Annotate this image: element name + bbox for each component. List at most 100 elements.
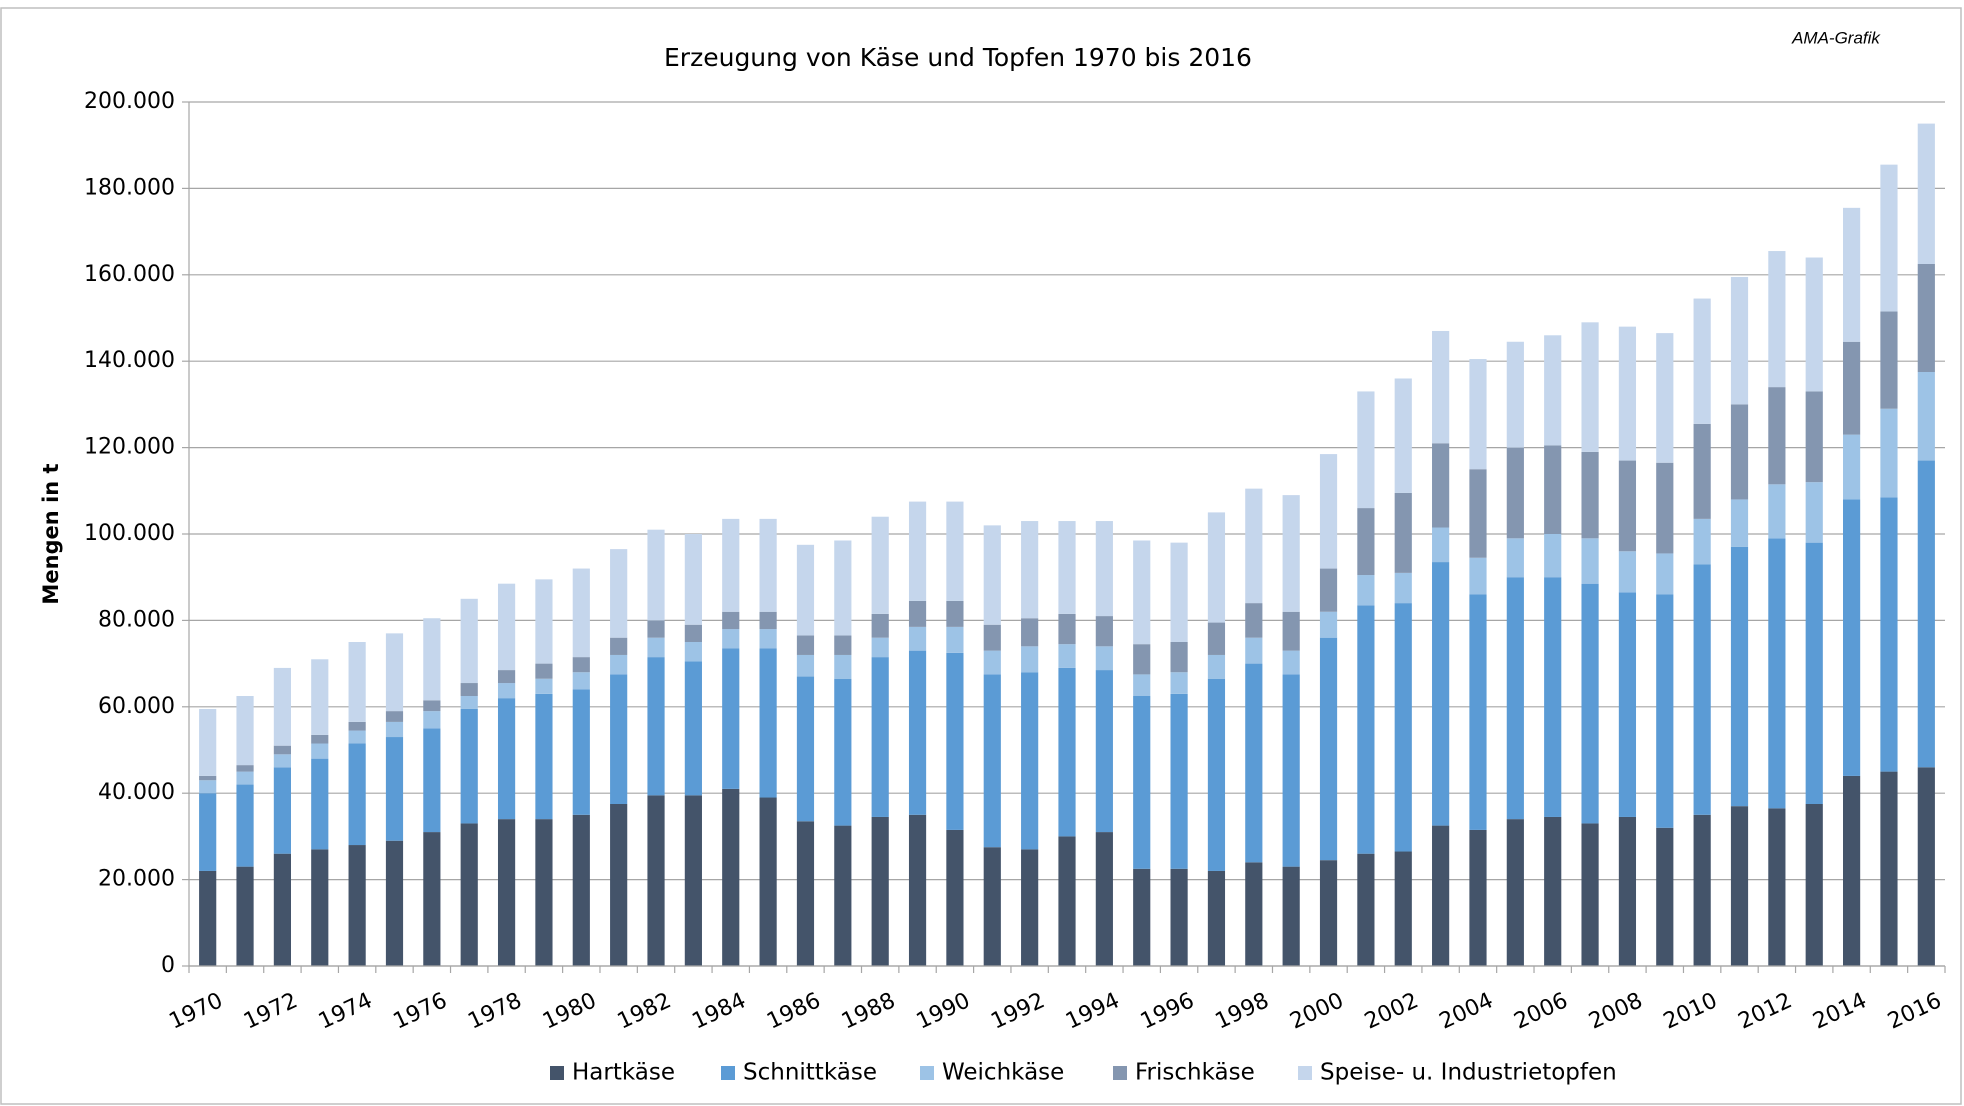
bar-segment bbox=[1357, 575, 1375, 606]
bar-segment bbox=[1768, 538, 1786, 809]
y-tick-label: 200.000 bbox=[84, 89, 175, 114]
bar-segment bbox=[1170, 642, 1188, 673]
bar-segment bbox=[647, 637, 665, 658]
bar-segment bbox=[908, 626, 927, 651]
bar-segment bbox=[983, 650, 1001, 675]
bar-segment bbox=[273, 745, 291, 755]
bar-segment bbox=[385, 721, 404, 738]
bar-segment bbox=[348, 743, 366, 846]
bar-segment bbox=[1656, 553, 1674, 595]
bar-segment bbox=[1058, 836, 1076, 966]
bar-segment bbox=[1693, 564, 1711, 815]
bar-segment bbox=[273, 754, 291, 768]
bar-segment bbox=[1133, 540, 1151, 645]
bar-segment bbox=[1170, 693, 1188, 869]
bar-segment bbox=[423, 618, 441, 701]
legend-label: Hartkäse bbox=[572, 1060, 675, 1086]
bar-segment bbox=[1282, 674, 1300, 867]
bar-segment bbox=[759, 518, 777, 612]
bar-segment bbox=[535, 663, 553, 679]
bar-segment bbox=[834, 635, 852, 655]
bar-segment bbox=[1618, 326, 1637, 461]
bar-segment bbox=[834, 678, 852, 826]
bar-segment bbox=[1319, 454, 1338, 569]
bar-segment bbox=[1843, 434, 1861, 500]
bar-segment bbox=[1133, 644, 1151, 675]
legend-swatch bbox=[721, 1066, 735, 1080]
bar-segment bbox=[871, 637, 889, 658]
y-tick-label: 100.000 bbox=[84, 521, 175, 546]
y-tick-label: 20.000 bbox=[98, 867, 175, 892]
bar-segment bbox=[1917, 767, 1935, 966]
bar-segment bbox=[1133, 696, 1151, 869]
bar-segment bbox=[1282, 650, 1300, 675]
bar-segment bbox=[610, 549, 628, 638]
bar-segment bbox=[311, 758, 329, 850]
bar-segment bbox=[1095, 832, 1113, 966]
bar-segment bbox=[1319, 568, 1338, 612]
annotation: AMA-Grafik bbox=[1791, 28, 1881, 47]
bar-segment bbox=[1170, 868, 1188, 966]
bar-segment bbox=[1805, 257, 1823, 392]
bar-segment bbox=[1843, 775, 1861, 966]
bar-segment bbox=[1544, 335, 1562, 446]
bar-segment bbox=[1730, 546, 1749, 807]
bar-segment bbox=[722, 611, 740, 630]
bar-segment bbox=[1394, 378, 1412, 493]
legend-swatch bbox=[1298, 1066, 1312, 1080]
bar-segment bbox=[1319, 637, 1338, 861]
bar-segment bbox=[684, 795, 702, 966]
bar-segment bbox=[311, 734, 329, 744]
y-tick-label: 120.000 bbox=[84, 435, 175, 460]
bar-segment bbox=[1245, 637, 1263, 664]
y-tick-label: 60.000 bbox=[98, 694, 175, 719]
bar-segment bbox=[1656, 333, 1674, 463]
bar-segment bbox=[610, 637, 628, 655]
bar-segment bbox=[684, 642, 702, 662]
y-tick-label: 0 bbox=[161, 953, 175, 978]
bar-segment bbox=[1581, 823, 1599, 966]
bar-segment bbox=[1394, 572, 1412, 604]
bar-segment bbox=[311, 659, 329, 735]
bar-segment bbox=[460, 708, 478, 824]
bar-segment bbox=[385, 711, 404, 722]
bar-segment bbox=[1506, 447, 1524, 539]
bar-segment bbox=[199, 708, 217, 776]
bar-segment bbox=[796, 821, 815, 966]
bar-segment bbox=[1469, 359, 1487, 470]
bar-segment bbox=[1544, 816, 1562, 966]
bar-segment bbox=[1768, 387, 1786, 485]
bar-segment bbox=[348, 721, 366, 731]
bar-segment bbox=[1805, 482, 1823, 543]
bar-segment bbox=[1843, 499, 1861, 776]
bar-segment bbox=[1357, 605, 1375, 854]
bar-segment bbox=[199, 870, 217, 966]
bar-segment bbox=[1506, 577, 1524, 820]
bar-segment bbox=[572, 672, 590, 690]
bar-segment bbox=[535, 819, 553, 966]
bar-segment bbox=[1768, 484, 1786, 539]
bar-segment bbox=[983, 674, 1001, 848]
bar-segment bbox=[199, 780, 217, 794]
bar-segment bbox=[535, 579, 553, 664]
bar-segment bbox=[1917, 264, 1935, 372]
bar-segment bbox=[722, 648, 740, 789]
bar-segment bbox=[983, 624, 1001, 651]
y-tick-label: 80.000 bbox=[98, 607, 175, 632]
bar-segment bbox=[1544, 534, 1562, 578]
bar-segment bbox=[1693, 298, 1711, 424]
bar-segment bbox=[1095, 670, 1113, 833]
bar-segment bbox=[1656, 594, 1674, 828]
bar-segment bbox=[871, 657, 889, 817]
bar-segment bbox=[908, 600, 927, 627]
bar-segment bbox=[1843, 341, 1861, 435]
bar-segment bbox=[1394, 851, 1412, 966]
bar-segment bbox=[1245, 488, 1263, 604]
bar-segment bbox=[497, 583, 516, 671]
bar-segment bbox=[311, 849, 329, 966]
bar-segment bbox=[1805, 804, 1823, 966]
bar-segment bbox=[796, 544, 815, 636]
bar-segment bbox=[348, 845, 366, 966]
bar-segment bbox=[1432, 527, 1450, 563]
bar-segment bbox=[1469, 829, 1487, 966]
